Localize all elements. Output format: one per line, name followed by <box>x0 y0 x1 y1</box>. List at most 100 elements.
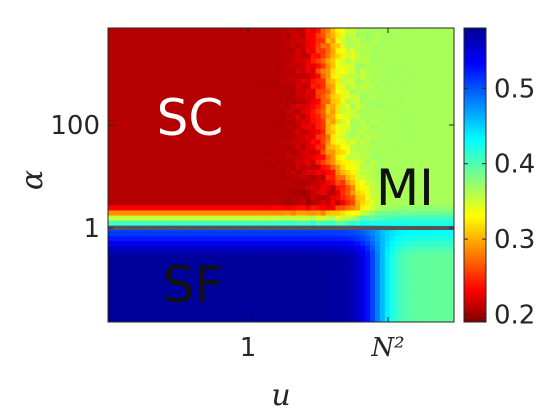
heatmap-cell <box>295 114 302 120</box>
heatmap-cell <box>201 48 208 54</box>
heatmap-cell <box>350 154 356 161</box>
heatmap-cell <box>201 266 208 272</box>
heatmap-cell <box>108 200 114 207</box>
heatmap-cell <box>231 251 238 257</box>
heatmap-cell <box>108 43 114 49</box>
heatmap-cell <box>394 33 401 39</box>
heatmap-cell <box>271 245 277 252</box>
heatmap-cell <box>167 124 173 130</box>
heatmap-cell <box>295 240 302 247</box>
heatmap-cell <box>241 185 247 191</box>
heatmap-cell <box>147 124 154 130</box>
heatmap-cell <box>429 235 435 242</box>
heatmap-cell <box>414 124 420 130</box>
heatmap-cell <box>246 175 252 181</box>
heatmap-cell <box>206 245 213 252</box>
heatmap-cell <box>310 78 317 85</box>
heatmap-cell <box>251 139 257 146</box>
heatmap-cell <box>335 78 341 85</box>
heatmap-cell <box>266 43 272 49</box>
heatmap-cell <box>226 129 233 136</box>
heatmap-cell <box>196 245 203 252</box>
heatmap-cell <box>147 230 154 237</box>
heatmap-cell <box>320 200 327 207</box>
heatmap-cell <box>122 296 129 303</box>
heatmap-cell <box>345 271 351 277</box>
heatmap-cell <box>345 210 351 217</box>
heatmap-cell <box>399 144 406 151</box>
heatmap-cell <box>117 311 124 318</box>
heatmap-cell <box>152 185 159 191</box>
heatmap-cell <box>330 159 336 166</box>
heatmap-cell <box>137 175 144 181</box>
heatmap-cell <box>300 164 307 171</box>
heatmap-cell <box>216 83 223 90</box>
heatmap-cell <box>355 119 361 125</box>
heatmap-cell <box>157 149 163 156</box>
heatmap-cell <box>226 311 233 318</box>
heatmap-cell <box>231 215 238 222</box>
heatmap-cell <box>419 144 425 151</box>
heatmap-cell <box>182 144 188 151</box>
heatmap-cell <box>246 98 252 105</box>
heatmap-cell <box>429 215 435 222</box>
heatmap-cell <box>360 78 366 85</box>
heatmap-cell <box>419 109 425 115</box>
heatmap-cell <box>379 296 386 303</box>
heatmap-cell <box>384 286 391 293</box>
heatmap-cell <box>251 220 257 227</box>
heatmap-cell <box>374 164 381 171</box>
heatmap-cell <box>192 286 198 293</box>
heatmap-cell <box>340 215 346 222</box>
heatmap-cell <box>444 316 450 322</box>
heatmap-cell <box>167 63 173 70</box>
heatmap-cell <box>439 301 445 308</box>
heatmap-cell <box>295 235 302 242</box>
heatmap-cell <box>369 291 376 298</box>
heatmap-cell <box>355 164 361 171</box>
heatmap-cell <box>211 58 218 65</box>
heatmap-cell <box>384 256 391 262</box>
heatmap-cell <box>295 220 302 227</box>
heatmap-cell <box>285 271 292 277</box>
heatmap-cell <box>414 129 420 136</box>
heatmap-cell <box>300 180 307 186</box>
heatmap-cell <box>360 190 366 196</box>
heatmap-cell <box>122 205 129 212</box>
heatmap-cell <box>196 98 203 105</box>
heatmap-cell <box>320 63 327 70</box>
heatmap-cell <box>117 261 124 267</box>
heatmap-cell <box>404 266 411 272</box>
heatmap-cell <box>350 104 356 110</box>
heatmap-cell <box>251 169 257 176</box>
heatmap-cell <box>449 185 454 191</box>
heatmap-cell <box>300 281 307 288</box>
heatmap-cell <box>305 78 312 85</box>
heatmap-cell <box>187 28 193 34</box>
heatmap-cell <box>137 316 144 322</box>
heatmap-cell <box>246 73 252 80</box>
heatmap-cell <box>261 175 267 181</box>
heatmap-cell <box>108 83 114 90</box>
heatmap-cell <box>172 195 178 201</box>
heatmap-cell <box>449 124 454 130</box>
heatmap-cell <box>360 164 366 171</box>
heatmap-cell <box>350 109 356 115</box>
heatmap-cell <box>320 235 327 242</box>
heatmap-cell <box>226 53 233 60</box>
heatmap-cell <box>295 230 302 237</box>
heatmap-cell <box>350 316 356 322</box>
heatmap-cell <box>241 48 247 54</box>
heatmap-cell <box>127 28 134 34</box>
heatmap-cell <box>335 200 341 207</box>
heatmap-cell <box>434 230 440 237</box>
heatmap-cell <box>369 43 376 49</box>
heatmap-cell <box>404 245 411 252</box>
heatmap-cell <box>251 119 257 125</box>
heatmap-cell <box>325 109 332 115</box>
heatmap-cell <box>340 78 346 85</box>
heatmap-cell <box>112 271 119 277</box>
heatmap-cell <box>192 230 198 237</box>
heatmap-cell <box>350 230 356 237</box>
heatmap-cell <box>409 271 416 277</box>
